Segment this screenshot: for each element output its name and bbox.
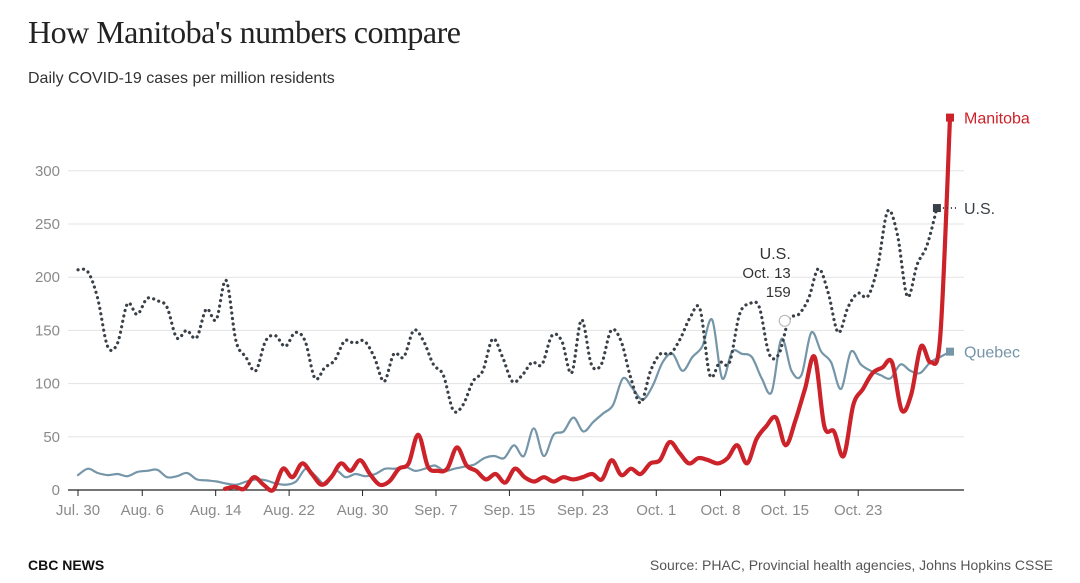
series-lines [76,113,954,493]
source-note: Source: PHAC, Provincial health agencies… [649,557,1053,573]
chart-title: How Manitoba's numbers compare [28,14,461,50]
x-tick-label: Aug. 22 [263,502,315,519]
y-tick-label: 200 [35,269,60,286]
annotation-value: 159 [766,284,791,301]
end-label-us: U.S. [964,201,995,218]
x-axis-ticks: Jul. 30 Aug. 6 Aug. 14 Aug. 22 Aug. 30 Sep. 7… [56,490,882,519]
x-tick-label: Aug. 14 [190,502,242,519]
series-line-manitoba [222,115,953,493]
x-tick-label: Oct. 1 [636,502,676,519]
series-end-marker [932,204,941,213]
x-tick-label: Sep. 23 [557,502,609,519]
annotation-series-label: U.S. [760,246,791,263]
y-tick-label: 50 [43,429,60,446]
y-tick-label: 100 [35,376,60,393]
series-end-labels: Manitoba U.S. Quebec [942,111,1030,362]
x-tick-label: Jul. 30 [56,502,100,519]
x-tick-label: Aug. 30 [337,502,389,519]
y-tick-label: 250 [35,216,60,233]
y-tick-label: 300 [35,163,60,180]
series-end-marker [946,347,954,356]
x-tick-label: Oct. 8 [701,502,741,519]
chart-subtitle: Daily COVID-19 cases per million residen… [28,70,335,87]
x-tick-label: Oct. 15 [761,502,809,519]
x-tick-label: Aug. 6 [121,502,164,519]
annotation-marker [778,314,791,327]
x-tick-label: Sep. 7 [414,502,457,519]
annotation-date: Oct. 13 [742,265,790,282]
grid-lines [68,170,964,491]
x-tick-label: Sep. 15 [484,502,536,519]
y-tick-label: 150 [35,322,60,339]
end-label-quebec: Quebec [964,345,1020,362]
brand-logo: CBC NEWS [28,557,105,573]
y-tick-label: 0 [52,482,60,499]
series-line-us [76,206,939,414]
annotation: U.S. Oct. 13 159 [741,244,792,327]
series-line-quebec [76,318,952,486]
series-end-marker [946,113,954,122]
end-label-manitoba: Manitoba [964,111,1030,128]
x-tick-label: Oct. 23 [834,502,882,519]
y-axis-ticks: 0 50 100 150 200 250 300 [35,163,60,499]
